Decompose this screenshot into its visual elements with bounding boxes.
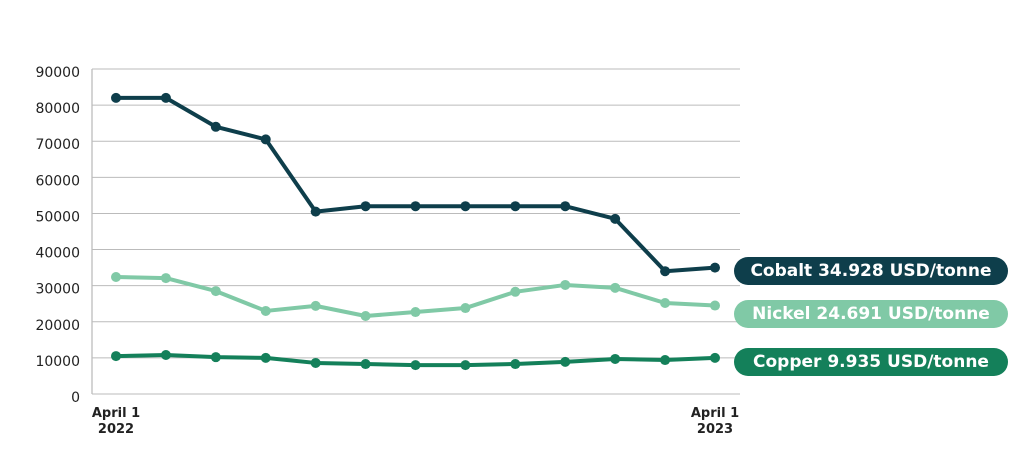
data-point <box>210 121 221 132</box>
data-point <box>210 352 221 363</box>
data-point <box>310 357 321 368</box>
data-point <box>360 201 371 212</box>
data-point <box>111 92 121 103</box>
data-point <box>360 311 371 321</box>
data-point <box>560 279 571 290</box>
data-point <box>410 201 421 212</box>
data-point <box>460 360 471 371</box>
y-tick-label: 20000 <box>35 318 80 334</box>
data-point <box>610 282 621 293</box>
data-point <box>260 352 271 363</box>
y-tick-label: 50000 <box>35 209 80 225</box>
data-point <box>610 353 621 364</box>
data-point <box>710 352 720 363</box>
y-tick-label: 90000 <box>35 65 80 81</box>
data-point <box>160 92 171 103</box>
y-tick-label: 80000 <box>35 101 80 117</box>
data-point <box>660 266 671 277</box>
y-tick-label: 0 <box>71 390 80 406</box>
data-point <box>111 272 121 282</box>
y-tick-label: 40000 <box>35 246 80 262</box>
data-point <box>360 359 371 370</box>
y-tick-label: 10000 <box>35 354 80 370</box>
data-point <box>510 201 521 212</box>
data-point <box>460 303 471 314</box>
data-point <box>660 298 671 308</box>
x-tick-label: April 1 2022 <box>91 406 141 437</box>
data-point <box>560 201 571 212</box>
data-point <box>460 201 471 212</box>
y-tick-label: 60000 <box>35 173 80 189</box>
data-point <box>710 300 720 311</box>
legend-label: Nickel 24.691 USD/tonne <box>734 300 1008 328</box>
x-tick-label: April 1 2023 <box>690 406 740 437</box>
data-point <box>310 206 321 217</box>
series-line <box>116 95 716 274</box>
data-point <box>260 134 271 145</box>
data-point <box>610 213 621 224</box>
data-point <box>160 273 171 284</box>
data-point <box>410 360 421 371</box>
data-point <box>260 305 271 316</box>
data-point <box>510 359 521 370</box>
data-point <box>710 262 720 273</box>
data-point <box>310 300 321 311</box>
data-point <box>560 356 571 367</box>
data-point <box>111 351 121 362</box>
legend-label: Cobalt 34.928 USD/tonne <box>734 257 1008 285</box>
legend-label: Copper 9.935 USD/tonne <box>734 348 1008 376</box>
data-point <box>660 355 671 366</box>
data-point <box>210 286 221 297</box>
data-point <box>510 286 521 297</box>
data-point <box>160 350 171 360</box>
data-point <box>410 307 421 318</box>
y-tick-label: 30000 <box>35 282 80 298</box>
y-tick-label: 70000 <box>35 137 80 153</box>
